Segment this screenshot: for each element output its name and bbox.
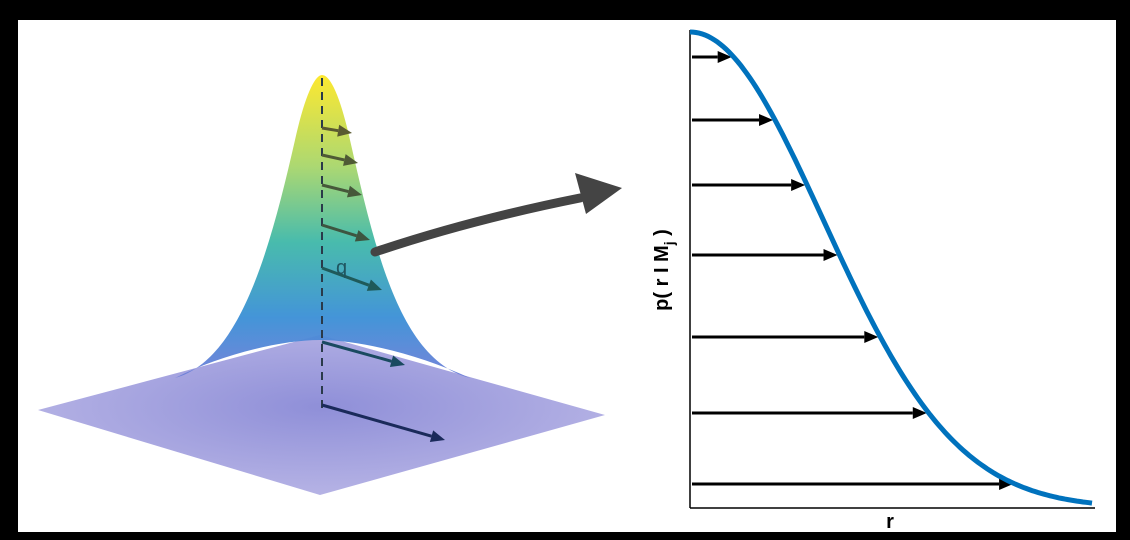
arrow-head [346, 185, 362, 198]
x-axis-label: r [886, 511, 894, 533]
arrow-shaft [321, 126, 339, 133]
base-plane [38, 335, 605, 495]
arrow-shaft [321, 266, 370, 287]
arrow-head [791, 179, 806, 191]
arrow-shaft [321, 403, 432, 438]
y-axis-label: p( r I Mj ) [651, 229, 677, 311]
y-label-main: p( r I M [651, 245, 673, 311]
y-label-close: ) [651, 229, 673, 241]
radial-arrows [692, 51, 1014, 490]
vector-label: q [336, 257, 347, 279]
arrow-head [823, 249, 838, 261]
vector-field [321, 124, 445, 442]
arrow-shaft [321, 340, 392, 363]
arrow-head [912, 407, 927, 419]
arrow-head [343, 154, 358, 166]
arrow-head [389, 355, 405, 368]
arrow-shaft [321, 183, 349, 194]
arrow-head [429, 430, 445, 442]
arrow-head [337, 124, 352, 137]
arrow-head [864, 331, 879, 343]
arrow-head [366, 279, 382, 291]
arrow-head [759, 114, 774, 126]
arrow-shaft [321, 153, 345, 162]
transition-arrowhead [575, 173, 622, 214]
arrow-head [999, 478, 1014, 490]
density-curve [689, 29, 1093, 506]
canvas [18, 20, 1116, 532]
arrow-shaft [321, 223, 358, 238]
arrow-head [717, 51, 732, 63]
arrow-head [354, 230, 370, 242]
y-label-subscript: j [661, 241, 677, 246]
transition-arrow [370, 193, 585, 257]
